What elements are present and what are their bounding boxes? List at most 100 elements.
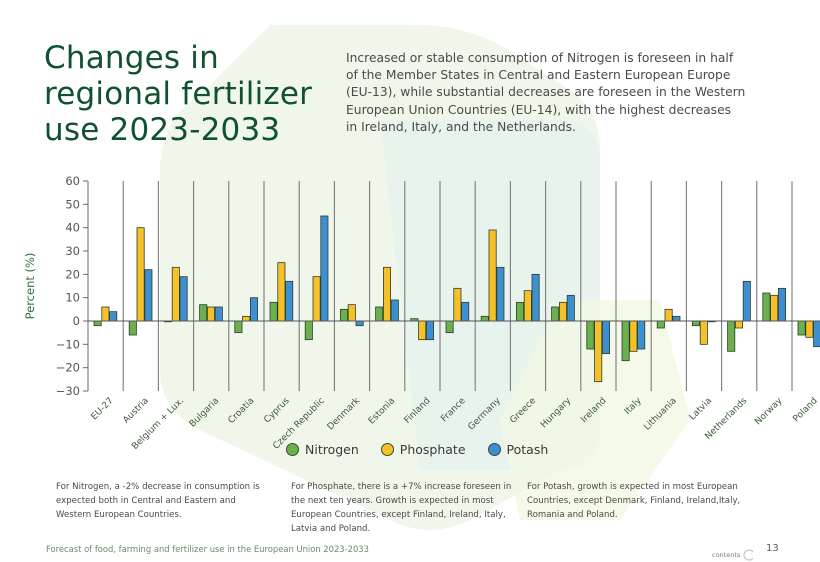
bar-potash-lithuania [672,315,681,322]
x-tick-label: Ireland [579,396,608,425]
bar-nitrogen-denmark [339,308,348,322]
x-tick-label: Poland [791,396,819,424]
bar-potash-netherlands [742,280,751,322]
intro-paragraph: Increased or stable consumption of Nitro… [346,51,746,134]
bar-nitrogen-greece [516,301,525,322]
bar-phosphate-eu-27 [101,306,110,322]
potash-note: For Potash, growth is expected in most E… [527,482,741,520]
bar-potash-cyprus [285,280,294,322]
bar-potash-estonia [390,299,399,322]
x-tick-label: Estonia [367,396,398,427]
phosphate-note: For Phosphate, there is a +7% increase f… [291,482,512,534]
contents-link[interactable]: contents [712,548,756,562]
bar-phosphate-finland [418,320,427,341]
x-tick-label: France [439,396,468,425]
bar-potash-denmark [355,320,364,327]
legend-item-potash: Potash [487,442,549,457]
bar-potash-ireland [602,320,611,355]
bar-potash-germany [496,266,505,322]
y-tick-label: 30 [65,244,80,258]
bar-phosphate-croatia [242,315,251,322]
bar-chart: 60 50 40 30 20 10 0 −10 −20 −30 Percent (%) EU-27 Au… [23,174,820,450]
bar-potash-czech-republic [320,215,329,322]
x-tick-label: Germany [467,396,504,433]
bar-potash-bulgaria [214,306,223,322]
y-axis-title: Percent (%) [23,253,37,320]
y-tick-label: −20 [56,361,80,375]
phosphate-swatch-icon [380,443,394,456]
bar-nitrogen-czech-republic [304,320,313,341]
x-tick-label: Finland [403,396,433,426]
x-tick-label: EU-27 [90,396,116,422]
x-tick-label: Bulgaria [188,396,221,429]
bar-potash-belgium-lux- [179,276,188,322]
bar-potash-austria [144,269,153,322]
nitrogen-note: For Nitrogen, a -2% decrease in consumpt… [56,482,260,520]
y-tick-label: −30 [56,384,80,398]
y-tick-label: −10 [56,337,80,351]
bar-potash-norway [778,287,787,322]
legend-label-phosphate: Phosphate [399,442,466,457]
bar-phosphate-estonia [382,266,391,322]
x-tick-label: Hungary [539,396,574,431]
bar-potash-croatia [249,297,258,322]
bar-nitrogen-italy [621,320,630,362]
bar-phosphate-germany [488,229,497,322]
x-tick-label: Croatia [227,396,257,426]
x-tick-label: Latvia [688,396,714,422]
bar-phosphate-netherlands [735,320,744,329]
x-tick-label: Austria [121,396,151,426]
bar-potash-greece [531,273,540,322]
bar-nitrogen-cyprus [269,301,278,322]
bar-potash-poland [813,320,820,348]
x-tick-label: Lithuania [642,396,679,433]
y-tick-label: 20 [65,267,80,281]
y-tick-label: 50 [65,197,80,211]
legend-label-potash: Potash [506,442,549,457]
bar-phosphate-cyprus [277,262,286,322]
bar-phosphate-hungary [559,301,568,322]
legend-item-nitrogen: Nitrogen [286,442,359,457]
bar-nitrogen-hungary [551,306,560,322]
y-tick-label: 40 [65,221,80,235]
bar-nitrogen-croatia [234,320,243,334]
x-tick-label: Cyprus [262,396,292,426]
page-number: 13 [766,543,779,554]
bar-phosphate-france [453,287,462,322]
legend-item-phosphate: Phosphate [380,442,466,457]
bar-phosphate-denmark [347,304,356,322]
x-tick-label: Denmark [326,395,363,432]
bar-nitrogen-austria [128,320,137,336]
bar-phosphate-austria [136,227,145,322]
bar-phosphate-belgium-lux- [171,266,180,322]
bar-potash-italy [637,320,646,350]
x-tick-label: Italy [623,396,644,417]
chart-legend: Nitrogen Phosphate Potash [286,442,548,457]
y-tick-label: 60 [65,174,80,188]
bar-phosphate-norway [770,294,779,322]
bar-nitrogen-netherlands [727,320,736,352]
bar-nitrogen-poland [797,320,806,336]
bar-phosphate-bulgaria [206,306,215,322]
bar-phosphate-poland [805,320,814,338]
y-tick-label: 10 [65,291,80,305]
bar-phosphate-czech-republic [312,276,321,322]
y-tick-label: 0 [73,314,80,328]
bar-nitrogen-france [445,320,454,334]
bar-potash-france [461,301,470,322]
bar-nitrogen-germany [480,315,489,322]
bar-phosphate-latvia [699,320,708,345]
bar-nitrogen-eu-27 [93,320,102,327]
bar-phosphate-italy [629,320,638,352]
bar-nitrogen-latvia [692,320,701,327]
potash-swatch-icon [487,443,501,456]
contents-label: contents [712,551,741,559]
legend-label-nitrogen: Nitrogen [305,442,359,457]
bar-nitrogen-ireland [586,320,595,350]
bar-phosphate-lithuania [664,308,673,322]
bar-nitrogen-bulgaria [199,304,208,322]
nitrogen-swatch-icon [286,443,299,456]
bar-phosphate-ireland [594,320,603,383]
page-title: Changes in regional fertilizer use 2023-… [44,40,313,148]
circle-arrow-icon [743,549,754,561]
